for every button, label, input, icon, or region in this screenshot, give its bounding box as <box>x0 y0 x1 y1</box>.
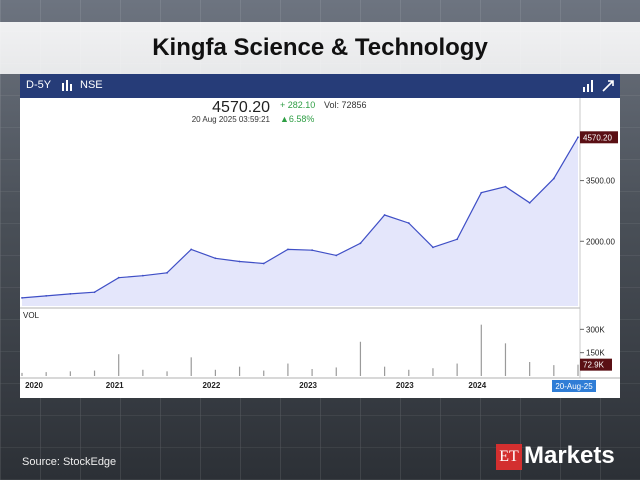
source-note: Source: StockEdge <box>22 456 117 468</box>
candle-chart-icon[interactable] <box>62 80 73 91</box>
price-point <box>480 191 483 194</box>
date-label-box <box>552 380 596 392</box>
price-point <box>45 294 48 297</box>
price-point <box>359 242 362 245</box>
price-point <box>214 257 217 260</box>
price-point <box>21 297 23 299</box>
price-point <box>577 136 579 139</box>
vol-label-box <box>580 358 612 371</box>
quote-percent: ▲6.58% <box>280 114 314 124</box>
volume-series <box>21 324 579 376</box>
price-point <box>311 249 313 252</box>
x-tick-label: 2024 <box>468 381 486 390</box>
price-point <box>93 291 96 294</box>
price-area <box>22 137 578 306</box>
price-point <box>407 222 410 224</box>
chart-panel: D-5Y NSE 4570.20 + 282.10 Vol: 72856 20 … <box>20 74 620 398</box>
price-point <box>117 276 120 279</box>
et-logo-mark: ET <box>496 444 522 470</box>
price-point <box>166 271 168 274</box>
price-point <box>456 238 459 241</box>
price-point <box>335 254 338 257</box>
vol-label-text: 72.9K <box>583 361 605 370</box>
quote-change: + 282.10 <box>280 100 315 110</box>
title-band <box>0 22 640 74</box>
markets-logo-text: Markets <box>524 442 615 469</box>
price-point <box>262 262 265 265</box>
chart-toolbar: D-5Y NSE <box>20 74 620 98</box>
price-label-box <box>580 131 618 144</box>
price-point <box>432 246 434 249</box>
expand-icon[interactable] <box>602 80 614 92</box>
y-tick-label: 3500.00 <box>586 177 615 186</box>
et-markets-logo: ET Markets <box>496 442 624 472</box>
price-point <box>190 248 193 251</box>
volume-title: VOL <box>23 311 40 320</box>
x-tick-label: 2023 <box>396 381 414 390</box>
vol-tick-label: 300K <box>586 325 605 334</box>
price-line <box>21 136 579 299</box>
quote-price: 4570.20 <box>212 99 270 116</box>
date-label-text: 20-Aug-25 <box>555 382 593 391</box>
price-series <box>21 136 579 306</box>
price-point <box>383 214 386 216</box>
x-tick-label: 2020 <box>25 381 43 390</box>
bar-chart-icon[interactable] <box>582 80 594 92</box>
period-selector[interactable]: D-5Y <box>26 79 52 91</box>
price-point <box>552 177 555 180</box>
price-point <box>141 274 144 277</box>
quote-time: 20 Aug 2025 03:59:21 <box>192 115 271 124</box>
x-tick-label: 2021 <box>106 381 124 390</box>
price-point <box>504 185 507 188</box>
price-point <box>528 201 531 204</box>
price-chart: 4570.20 + 282.10 Vol: 72856 20 Aug 2025 … <box>20 98 620 392</box>
price-point <box>238 260 241 263</box>
y-tick-label: 2000.00 <box>586 237 615 246</box>
vol-tick-label: 150K <box>586 349 605 358</box>
price-point <box>287 248 289 251</box>
axes: 3500.00 2000.00 300K 150K 2020 2021 2022 2023 20… <box>25 131 618 392</box>
price-label-text: 4570.20 <box>583 133 612 142</box>
chart-title: Kingfa Science & Technology <box>152 34 488 61</box>
x-tick-label: 2022 <box>202 381 220 390</box>
x-tick-label: 2023 <box>299 381 317 390</box>
quote-volume: Vol: 72856 <box>324 100 367 110</box>
price-point <box>69 292 72 295</box>
exchange-selector[interactable]: NSE <box>80 79 103 91</box>
